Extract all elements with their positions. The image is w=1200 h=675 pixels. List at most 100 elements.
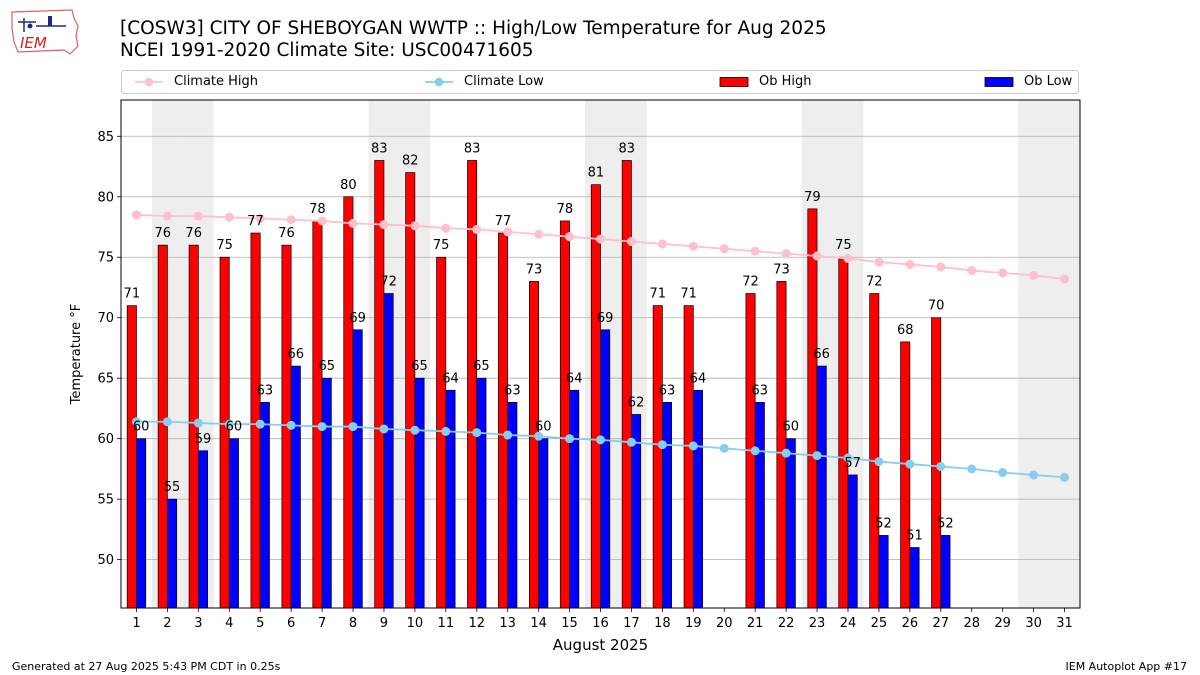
ob-high-bar-day-24	[838, 256, 849, 609]
climate-low-point-day-15	[565, 434, 575, 444]
ob-high-value-label-day-18: 71	[649, 287, 666, 302]
ob-low-bar-day-1	[136, 438, 147, 609]
climate-high-point-day-20	[719, 244, 729, 254]
ob-high-bar-day-19	[683, 305, 694, 609]
legend-climate-high-label: Climate High	[174, 74, 259, 89]
climate-high-point-day-19	[688, 241, 698, 251]
ob-high-value-label-day-24: 75	[835, 238, 852, 253]
climate-low-point-day-7	[317, 422, 327, 432]
ob-high-bar-day-8	[343, 196, 354, 609]
weekend-shade-day-30	[1018, 100, 1050, 608]
app-credit: IEM Autoplot App #17	[1065, 660, 1188, 673]
ob-high-bar-day-18	[652, 305, 663, 609]
climate-low-point-day-20	[719, 443, 729, 453]
ob-high-bar-day-22	[776, 281, 787, 609]
climate-high-point-day-15	[565, 232, 575, 242]
ob-low-bar-day-8	[352, 329, 363, 609]
climate-low-point-day-1	[131, 417, 141, 427]
ob-low-bar-day-19	[692, 389, 703, 609]
ob-high-bar-day-7	[312, 220, 323, 609]
climate-low-point-day-27	[936, 461, 946, 471]
climate-low-point-day-10	[410, 425, 420, 435]
ob-low-bar-day-6	[290, 365, 301, 609]
climate-high-point-day-31	[1060, 274, 1070, 284]
climate-low-point-day-9	[379, 424, 389, 434]
climate-low-point-day-13	[503, 430, 513, 440]
x-tick-label-4: 4	[225, 616, 233, 631]
y-tick-label-65: 65	[97, 372, 114, 387]
ob-low-bar-day-22	[785, 438, 796, 609]
climate-low-line-swatch-icon	[425, 77, 453, 86]
ob-low-value-label-day-25: 52	[875, 516, 892, 531]
ob-high-value-label-day-9: 83	[371, 141, 388, 156]
x-tick-label-3: 3	[194, 616, 202, 631]
y-tick-label-85: 85	[97, 130, 114, 145]
chart-legend: Climate High Climate Low Ob High Ob Low	[121, 70, 1079, 94]
ob-low-bar-day-14	[538, 438, 549, 609]
x-tick-label-10: 10	[407, 616, 424, 631]
ob-low-value-label-day-17: 62	[628, 395, 645, 410]
ob-low-value-label-day-23: 66	[813, 347, 830, 362]
climate-low-point-day-22	[781, 448, 791, 458]
climate-high-point-day-4	[224, 212, 234, 222]
ob-high-value-label-day-10: 82	[402, 154, 419, 169]
climate-high-point-day-12	[472, 224, 482, 234]
y-tick-label-55: 55	[97, 493, 114, 508]
climate-low-point-day-25	[874, 457, 884, 467]
x-tick-label-25: 25	[871, 616, 888, 631]
climate-low-point-day-2	[162, 417, 172, 427]
ob-low-value-label-day-21: 63	[752, 383, 769, 398]
legend-ob-high: Ob High	[719, 74, 812, 90]
ob-high-bar-swatch-icon	[719, 76, 749, 87]
ob-high-value-label-day-25: 72	[866, 275, 883, 290]
y-tick-label-60: 60	[97, 432, 114, 447]
ob-low-value-label-day-5: 63	[257, 383, 274, 398]
x-tick-label-29: 29	[994, 616, 1011, 631]
title-line-2: NCEI 1991-2020 Climate Site: USC00471605	[120, 40, 534, 61]
ob-high-value-label-day-15: 78	[557, 202, 574, 217]
climate-high-point-day-2	[162, 211, 172, 221]
x-tick-label-22: 22	[778, 616, 795, 631]
legend-ob-low: Ob Low	[984, 74, 1072, 90]
climate-high-point-day-9	[379, 220, 389, 230]
ob-low-value-label-day-19: 64	[690, 371, 707, 386]
ob-low-bar-day-12	[476, 377, 487, 609]
ob-high-bar-day-10	[405, 172, 416, 609]
x-tick-label-26: 26	[902, 616, 919, 631]
title-line-1: [COSW3] CITY OF SHEBOYGAN WWTP :: High/L…	[120, 18, 827, 39]
x-tick-label-27: 27	[933, 616, 950, 631]
ob-low-bar-day-11	[445, 389, 456, 609]
ob-low-value-label-day-13: 63	[504, 383, 521, 398]
climate-low-point-day-4	[224, 419, 234, 429]
ob-low-bar-day-10	[414, 377, 425, 609]
ob-low-bar-day-21	[754, 402, 765, 609]
legend-climate-high: Climate High	[134, 74, 258, 90]
climate-high-point-day-27	[936, 262, 946, 272]
climate-high-point-day-22	[781, 249, 791, 259]
y-tick-label-70: 70	[97, 311, 114, 326]
ob-low-value-label-day-8: 69	[349, 311, 366, 326]
x-tick-label-17: 17	[623, 616, 640, 631]
bar-value-labels: 71 76 76 75 77 76 78 80 83 82 75 83 77 73 78 81 83 71 71 72…	[124, 141, 954, 543]
climate-high-point-day-26	[905, 259, 915, 269]
weekend-shade-day-31	[1049, 100, 1080, 608]
ob-low-bar-day-25	[878, 535, 889, 609]
climate-high-point-day-17	[626, 237, 636, 247]
x-tick-label-20: 20	[716, 616, 733, 631]
ob-high-value-label-day-19: 71	[680, 287, 697, 302]
climate-high-point-day-28	[967, 266, 977, 276]
ob-high-bar-day-15	[559, 220, 570, 609]
ob-low-bar-day-4	[228, 438, 239, 609]
x-tick-label-18: 18	[654, 616, 671, 631]
ob-low-value-label-day-15: 64	[566, 371, 583, 386]
climate-high-line-swatch-icon	[135, 77, 163, 86]
ob-high-value-label-day-5: 77	[247, 214, 264, 229]
ob-high-value-label-day-7: 78	[309, 202, 326, 217]
climate-low-point-day-29	[998, 468, 1008, 478]
climate-low-point-day-16	[596, 435, 605, 445]
climate-low-point-day-11	[441, 426, 451, 436]
climate-low-point-day-5	[255, 419, 265, 429]
iem-logo: IEM	[8, 6, 82, 60]
